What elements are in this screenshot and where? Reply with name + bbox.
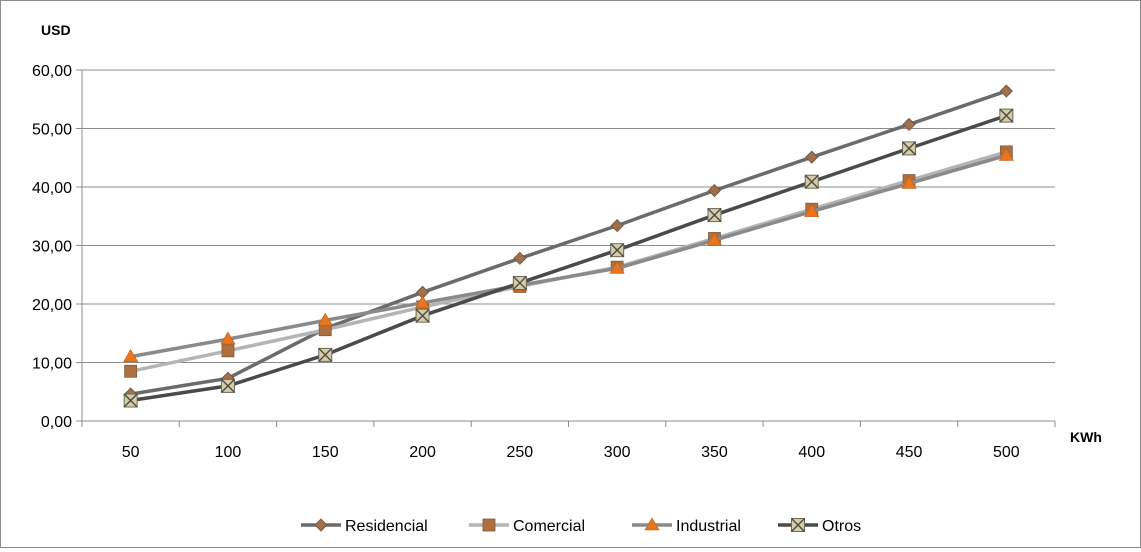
y-tick-label: 30,00	[32, 239, 72, 256]
series-otros	[123, 108, 1014, 408]
y-tick-label: 10,00	[32, 356, 72, 373]
x-marker-cross	[610, 243, 625, 258]
y-axis-title: USD	[41, 22, 71, 38]
x-marker-cross	[123, 393, 138, 408]
data-point	[999, 108, 1014, 123]
data-point	[999, 84, 1013, 98]
data-point	[221, 344, 235, 358]
y-tick-label: 40,00	[32, 180, 72, 197]
data-point	[805, 150, 819, 164]
series-line	[130, 89, 1007, 396]
x-marker-cross	[220, 378, 235, 393]
series-residencial	[124, 84, 1013, 401]
x-marker-cross	[707, 208, 722, 223]
data-point	[415, 308, 430, 323]
legend-item-comercial: Comercial	[469, 518, 585, 535]
data-point	[902, 141, 917, 156]
data-point	[804, 203, 820, 217]
data-point	[513, 251, 527, 265]
tick-labels: 0,00 10,00 20,00 30,00 40,00 50,00 60,00 50 100 1…	[32, 63, 1020, 461]
x-axis-title: KWh	[1070, 429, 1102, 445]
x-tick-label: 400	[798, 444, 825, 461]
legend-marker	[482, 518, 496, 532]
axes	[76, 69, 1056, 427]
legend-item-industrial: Industrial	[632, 517, 741, 535]
legend-item-otros: Otros	[778, 518, 861, 535]
x-tick-label: 500	[993, 444, 1020, 461]
y-tick-label: 60,00	[32, 63, 72, 80]
data-point	[512, 275, 527, 290]
x-marker-cross	[902, 141, 917, 156]
x-tick-label: 350	[701, 444, 728, 461]
legend-label: Industrial	[676, 518, 741, 535]
series-line	[130, 153, 1007, 359]
legend: Residencial Comercial Industrial Otros	[301, 517, 861, 535]
x-tick-label: 250	[506, 444, 533, 461]
data-point	[610, 243, 625, 258]
data-point	[220, 331, 236, 345]
series-line	[130, 113, 1007, 403]
x-tick-label: 150	[312, 444, 339, 461]
data-point	[804, 174, 819, 189]
data-point	[124, 364, 138, 378]
x-marker-cross	[318, 347, 333, 362]
data-point	[902, 117, 916, 131]
series-industrial	[123, 147, 1014, 362]
series-line	[130, 150, 1007, 373]
x-marker-cross	[415, 308, 430, 323]
y-tick-label: 0,00	[41, 414, 72, 431]
x-marker-cross	[999, 108, 1014, 123]
data-point	[610, 219, 624, 233]
data-point	[415, 295, 431, 309]
legend-label: Residencial	[345, 518, 428, 535]
legend-marker	[644, 517, 660, 531]
gridlines	[82, 69, 1055, 363]
x-tick-label: 300	[604, 444, 631, 461]
data-point	[707, 208, 722, 223]
x-tick-label: 100	[215, 444, 242, 461]
data-point	[318, 347, 333, 362]
data-point	[123, 349, 139, 362]
y-tick-label: 50,00	[32, 122, 72, 139]
data-point	[609, 260, 625, 274]
data-point	[901, 175, 917, 189]
legend-label: Comercial	[513, 518, 585, 535]
x-marker-cross	[804, 174, 819, 189]
series-comercial	[124, 145, 1013, 378]
legend-label: Otros	[822, 518, 861, 535]
x-marker-cross	[791, 518, 805, 532]
legend-marker	[314, 518, 328, 532]
y-tick-label: 20,00	[32, 297, 72, 314]
x-tick-label: 450	[896, 444, 923, 461]
series-layer	[123, 84, 1014, 408]
data-point	[317, 312, 333, 326]
x-tick-label: 200	[409, 444, 436, 461]
legend-item-residencial: Residencial	[301, 518, 428, 535]
data-point	[707, 183, 722, 198]
legend-marker	[791, 518, 805, 532]
data-point	[998, 147, 1014, 161]
x-tick-label: 50	[122, 444, 140, 461]
x-marker-cross	[512, 275, 527, 290]
data-point	[706, 232, 722, 246]
data-point	[123, 393, 138, 408]
data-point	[220, 378, 235, 393]
